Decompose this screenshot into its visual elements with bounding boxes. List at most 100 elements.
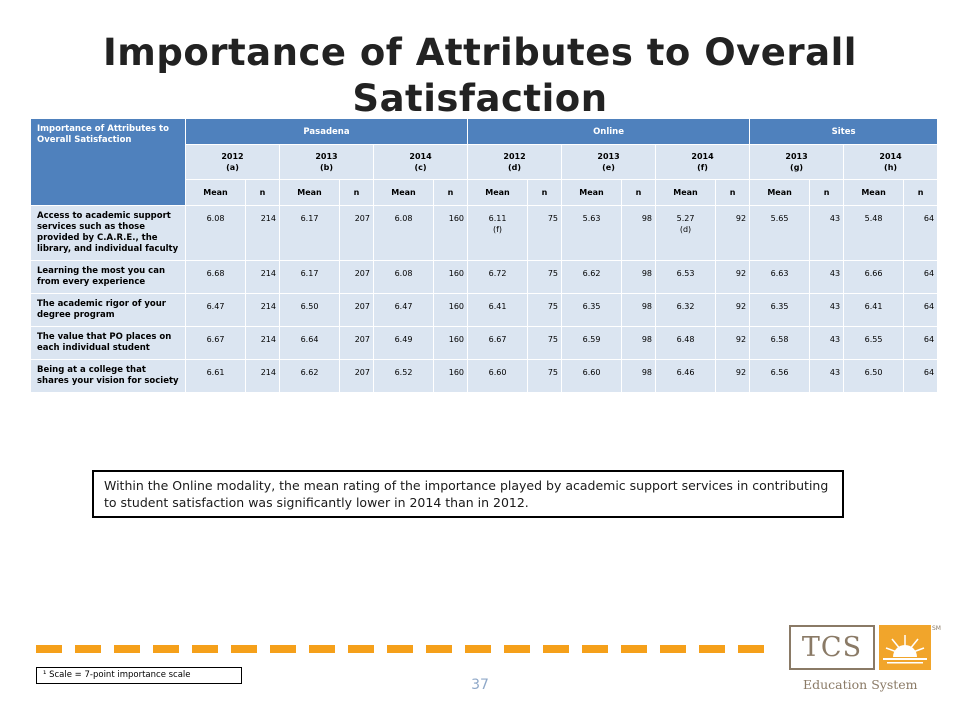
- n-cell: 92: [715, 326, 751, 360]
- mean-value: 6.63: [770, 269, 789, 278]
- mean-header: Mean: [373, 179, 434, 206]
- mean-cell: 6.11 (f): [467, 205, 529, 261]
- mean-cell: 6.63: [749, 260, 811, 294]
- year-header: 2013 (b): [279, 144, 374, 180]
- mean-cell: 6.08: [185, 205, 246, 261]
- mean-cell: 6.66: [843, 260, 905, 294]
- year-tag: (f): [697, 163, 708, 172]
- n-header: n: [715, 179, 751, 206]
- mean-cell: 6.59: [561, 326, 623, 360]
- mean-value: 6.67: [206, 335, 225, 344]
- mean-cell: 6.41: [843, 293, 905, 327]
- n-cell: 64: [903, 293, 939, 327]
- n-cell: 207: [339, 293, 374, 327]
- mean-value: 5.48: [864, 214, 883, 223]
- mean-cell: 5.65: [749, 205, 811, 261]
- year-tag: (c): [414, 163, 427, 172]
- mean-cell: 6.48: [655, 326, 717, 360]
- mean-cell: 6.64: [279, 326, 340, 360]
- table-row: Being at a college that shares your visi…: [30, 359, 939, 393]
- mean-value: 6.48: [676, 335, 695, 344]
- n-cell: 98: [621, 326, 657, 360]
- mean-cell: 6.35: [561, 293, 623, 327]
- mean-value: 6.58: [770, 335, 789, 344]
- mean-value: 6.62: [582, 269, 601, 278]
- year-tag: (h): [884, 163, 898, 172]
- mean-cell: 6.58: [749, 326, 811, 360]
- mean-value: 6.60: [582, 368, 601, 377]
- mean-value: 6.50: [864, 368, 883, 377]
- n-cell: 160: [432, 326, 469, 360]
- callout-box: Within the Online modality, the mean rat…: [92, 470, 844, 518]
- mean-value: 6.41: [488, 302, 507, 311]
- mean-header: Mean: [185, 179, 246, 206]
- mean-value: 6.67: [488, 335, 507, 344]
- mean-cell: 6.67: [467, 326, 529, 360]
- n-cell: 43: [809, 293, 845, 327]
- slide-title: Importance of Attributes to Overall Sati…: [103, 31, 857, 120]
- tcs-logo: TCS SM Education System: [789, 625, 945, 697]
- mean-value: 6.08: [394, 269, 413, 278]
- mean-cell: 6.47: [373, 293, 434, 327]
- n-cell: 64: [903, 260, 939, 294]
- mean-cell: 6.32: [655, 293, 717, 327]
- n-header: n: [432, 179, 469, 206]
- n-cell: 214: [245, 260, 280, 294]
- mean-value: 5.27: [676, 214, 695, 223]
- mean-value: 6.47: [206, 302, 225, 311]
- mean-value: 6.47: [394, 302, 413, 311]
- significance-marker: (d): [679, 225, 692, 234]
- row-label: Learning the most you can from every exp…: [30, 260, 186, 294]
- mean-value: 6.59: [582, 335, 601, 344]
- mean-header: Mean: [655, 179, 717, 206]
- n-cell: 207: [339, 359, 374, 393]
- year-tag: (b): [319, 163, 334, 172]
- year-label: 2014: [409, 152, 432, 161]
- mean-cell: 6.47: [185, 293, 246, 327]
- year-label: 2013: [315, 152, 338, 161]
- n-cell: 75: [527, 293, 563, 327]
- mean-cell: 5.63: [561, 205, 623, 261]
- year-label: 2012: [503, 152, 526, 161]
- year-header: 2013 (e): [561, 144, 657, 180]
- year-header: 2014 (h): [843, 144, 939, 180]
- n-cell: 92: [715, 359, 751, 393]
- year-tag: (g): [790, 163, 804, 172]
- n-cell: 43: [809, 326, 845, 360]
- service-mark: SM: [932, 625, 941, 632]
- corner-header: Importance of Attributes to Overall Sati…: [30, 118, 186, 206]
- mean-value: 6.08: [394, 214, 413, 223]
- n-cell: 98: [621, 293, 657, 327]
- mean-cell: 6.68: [185, 260, 246, 294]
- row-label: The value that PO places on each individ…: [30, 326, 186, 360]
- mean-value: 6.68: [206, 269, 225, 278]
- mean-value: 6.35: [582, 302, 601, 311]
- mean-cell: 6.60: [561, 359, 623, 393]
- mean-value: 6.32: [676, 302, 695, 311]
- n-cell: 43: [809, 260, 845, 294]
- mean-cell: 6.41: [467, 293, 529, 327]
- mean-cell: 6.08: [373, 260, 434, 294]
- n-header: n: [245, 179, 280, 206]
- n-cell: 75: [527, 326, 563, 360]
- mean-header: Mean: [561, 179, 623, 206]
- year-header: 2013 (g): [749, 144, 845, 180]
- mean-cell: 6.50: [279, 293, 340, 327]
- row-label: The academic rigor of your degree progra…: [30, 293, 186, 327]
- mean-cell: 6.60: [467, 359, 529, 393]
- mean-cell: 6.72: [467, 260, 529, 294]
- page-number: 37: [471, 677, 489, 693]
- year-label: 2012: [221, 152, 244, 161]
- n-header: n: [809, 179, 845, 206]
- table-row: The value that PO places on each individ…: [30, 326, 939, 360]
- mean-value: 6.35: [770, 302, 789, 311]
- mean-value: 6.46: [676, 368, 695, 377]
- n-cell: 92: [715, 205, 751, 261]
- logo-tagline: Education System: [803, 677, 918, 692]
- satisfaction-table: Importance of Attributes to Overall Sati…: [30, 118, 939, 393]
- mean-value: 5.65: [770, 214, 789, 223]
- mean-value: 6.11: [488, 214, 507, 223]
- n-header: n: [903, 179, 939, 206]
- n-cell: 160: [432, 359, 469, 393]
- n-header: n: [527, 179, 563, 206]
